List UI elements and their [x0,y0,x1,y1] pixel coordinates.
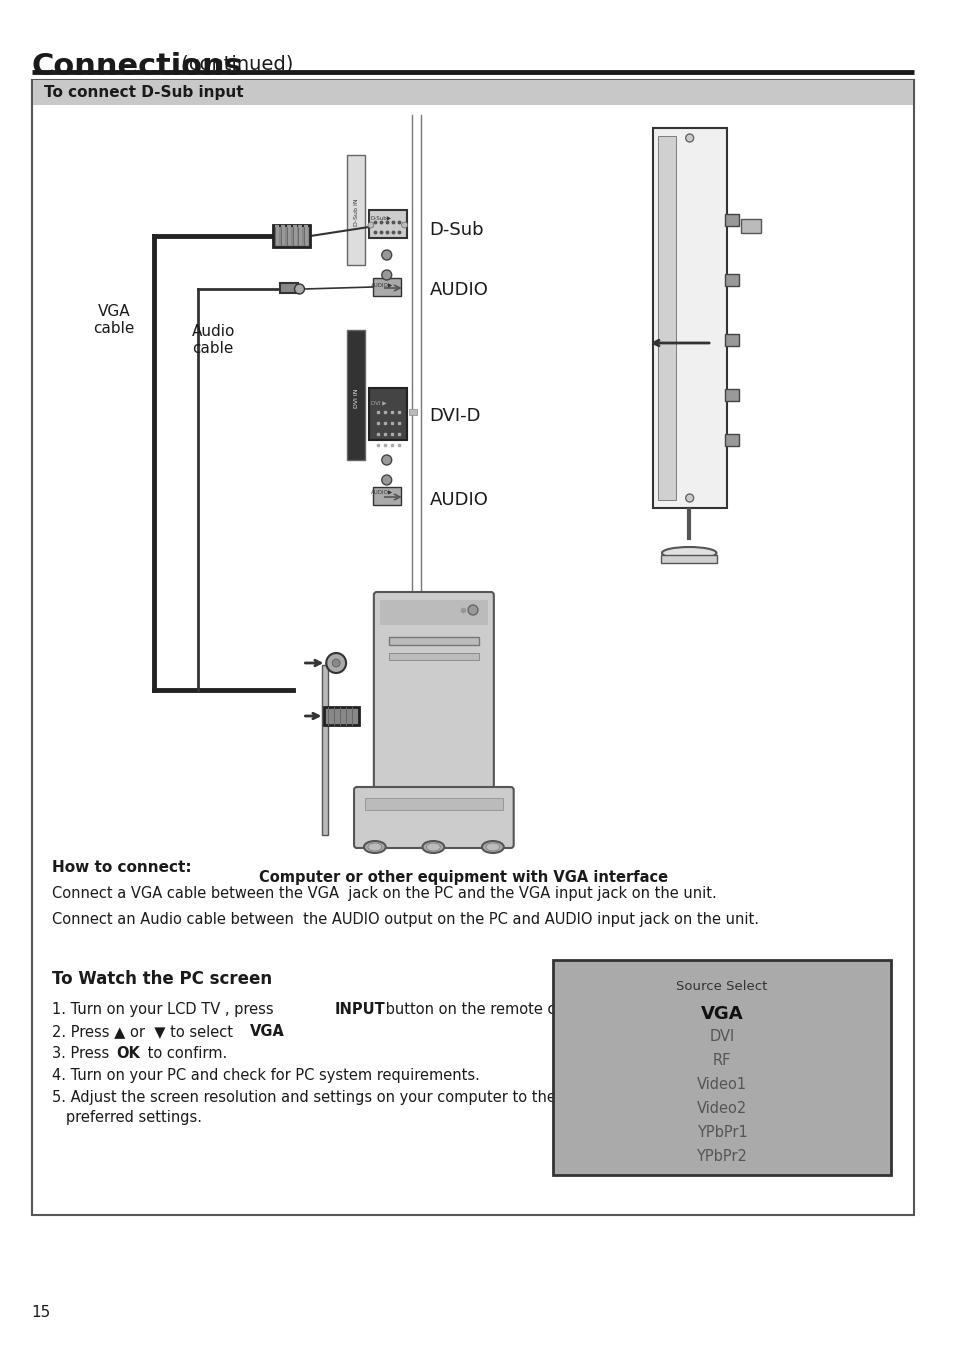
Circle shape [468,605,477,615]
Text: D-Sub IN: D-Sub IN [354,198,358,226]
Circle shape [401,222,407,229]
Text: To connect D-Sub input: To connect D-Sub input [44,85,243,100]
Bar [660,555,717,564]
Text: DVI: DVI [709,1029,734,1044]
Text: INPUT: INPUT [334,1002,385,1017]
Circle shape [381,250,392,260]
Bar [658,136,676,500]
FancyBboxPatch shape [354,787,513,847]
Bar [304,225,308,245]
Text: AUDIO: AUDIO [429,491,488,508]
Bar [365,798,502,810]
Text: 1. Turn on your LCD TV , press: 1. Turn on your LCD TV , press [51,1002,277,1017]
Bar [293,225,296,245]
Bar [373,487,400,504]
Ellipse shape [485,843,499,851]
Text: to confirm.: to confirm. [143,1046,227,1061]
Text: (continued): (continued) [174,55,293,74]
Text: DVI IN: DVI IN [354,389,358,408]
Text: YPbPr2: YPbPr2 [696,1149,746,1163]
Text: To Watch the PC screen: To Watch the PC screen [51,970,272,989]
Text: VGA: VGA [700,1005,742,1024]
Bar [724,334,738,346]
Bar [32,79,912,105]
Text: AUDIO▶: AUDIO▶ [371,490,393,495]
Bar [652,128,726,508]
Text: AUDIO: AUDIO [429,281,488,299]
Text: Video2: Video2 [696,1102,746,1116]
Bar [274,225,278,245]
Bar [322,664,328,835]
Text: 5. Adjust the screen resolution and settings on your computer to the: 5. Adjust the screen resolution and sett… [51,1089,555,1106]
Bar [286,225,291,245]
Ellipse shape [426,843,440,851]
Text: D-Sub: D-Sub [429,221,483,239]
FancyBboxPatch shape [374,592,494,788]
Bar [553,960,889,1176]
Text: Video1: Video1 [696,1077,746,1092]
Text: AUDIO▶: AUDIO▶ [371,282,393,288]
Bar [408,409,416,416]
Text: DVI ▶: DVI ▶ [371,401,386,405]
Text: Connect a VGA cable between the VGA  jack on the PC and the VGA input jack on th: Connect a VGA cable between the VGA jack… [51,886,716,901]
Bar [347,155,365,265]
Bar [369,387,406,440]
Text: Audio
cable: Audio cable [192,324,234,356]
Circle shape [332,659,340,667]
Bar [388,654,478,660]
Bar [724,434,738,447]
Ellipse shape [363,841,385,853]
Circle shape [381,455,392,465]
Circle shape [381,475,392,486]
Bar [347,330,365,460]
Text: Source Select: Source Select [676,981,767,993]
Text: button on the remote control.: button on the remote control. [380,1002,602,1017]
Text: 15: 15 [31,1305,51,1319]
Circle shape [685,494,693,502]
Bar [724,274,738,286]
Bar [31,79,913,1215]
Text: .: . [277,1024,282,1038]
Text: VGA: VGA [250,1024,285,1038]
Text: Connections: Connections [31,52,242,81]
Bar [724,214,738,226]
Ellipse shape [422,841,444,853]
Bar [298,225,302,245]
Circle shape [326,654,346,672]
Circle shape [368,222,374,229]
Circle shape [381,270,392,280]
Text: Connect an Audio cable between  the AUDIO output on the PC and AUDIO input jack : Connect an Audio cable between the AUDIO… [51,912,758,927]
Text: VGA
cable: VGA cable [93,304,134,336]
Bar [373,278,400,296]
Text: DVI-D: DVI-D [429,408,480,425]
Bar [324,707,358,725]
Text: 4. Turn on your PC and check for PC system requirements.: 4. Turn on your PC and check for PC syst… [51,1068,479,1083]
Text: 3. Press: 3. Press [51,1046,113,1061]
Ellipse shape [481,841,503,853]
Ellipse shape [368,843,381,851]
Bar [279,282,297,293]
Text: Computer or other equipment with VGA interface: Computer or other equipment with VGA int… [259,870,667,885]
Text: D-Sub▶: D-Sub▶ [371,215,392,221]
Bar [273,225,310,247]
Bar [740,219,760,233]
Bar [379,600,487,625]
Text: YPbPr1: YPbPr1 [696,1124,746,1141]
Bar [369,210,406,238]
Bar [280,225,284,245]
Circle shape [685,134,693,143]
Ellipse shape [661,547,716,560]
Text: OK: OK [116,1046,140,1061]
Bar [388,638,478,646]
Text: RF: RF [712,1053,730,1068]
Text: preferred settings.: preferred settings. [51,1110,201,1124]
Circle shape [294,284,304,295]
Bar [724,389,738,401]
Text: How to connect:: How to connect: [51,859,191,876]
Text: 2. Press ▲ or  ▼ to select: 2. Press ▲ or ▼ to select [51,1024,237,1038]
